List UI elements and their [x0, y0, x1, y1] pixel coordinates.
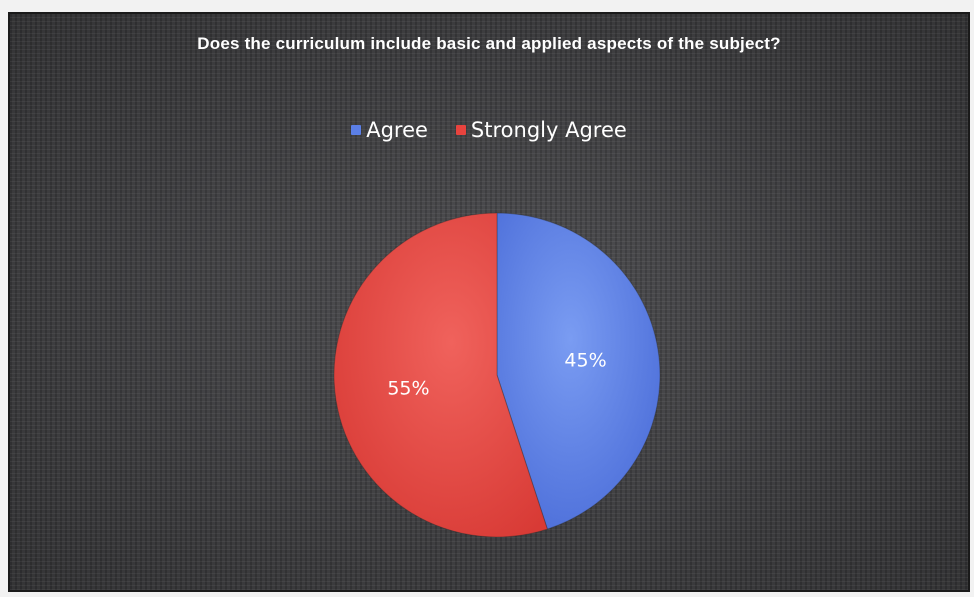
legend-label-strongly-agree: Strongly Agree — [470, 118, 627, 142]
chart-title: Does the curriculum include basic and ap… — [197, 34, 781, 53]
legend-swatch-agree — [351, 125, 362, 135]
pie-chart: 45% 55% — [333, 212, 661, 538]
chart-legend: Agree Strongly Agree — [10, 118, 968, 142]
legend-item-agree: Agree — [351, 118, 428, 142]
legend-item-strongly-agree: Strongly Agree — [455, 118, 627, 142]
legend-label-agree: Agree — [366, 118, 428, 142]
chart-frame: Does the curriculum include basic and ap… — [8, 12, 970, 592]
pie-slice-strongly-agree — [333, 212, 549, 538]
legend-swatch-strongly-agree — [455, 125, 466, 135]
data-label-strongly-agree: 55% — [387, 377, 429, 399]
data-label-agree: 45% — [564, 350, 606, 372]
pie-slice-agree — [496, 212, 661, 530]
